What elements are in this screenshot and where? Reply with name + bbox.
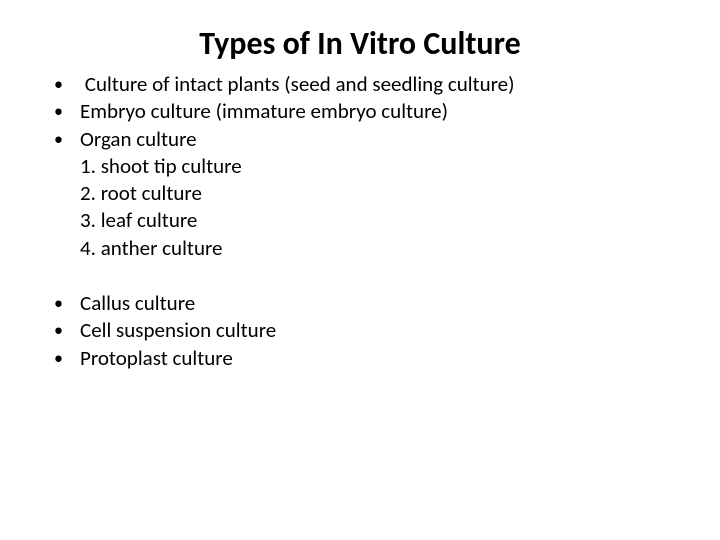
- sublist-item: 2. root culture: [80, 180, 680, 207]
- slide: Types of In Vitro Culture • Culture of i…: [0, 0, 720, 540]
- bullet-icon: •: [54, 290, 80, 315]
- bullet-icon: •: [54, 317, 80, 342]
- bullet-text: Organ culture: [80, 126, 680, 153]
- bullet-item: • Cell suspension culture: [54, 317, 680, 344]
- slide-content: • Culture of intact plants (seed and see…: [0, 71, 720, 372]
- sublist: 1. shoot tip culture 2. root culture 3. …: [54, 153, 680, 262]
- bullet-item: • Embryo culture (immature embryo cultur…: [54, 98, 680, 125]
- bullet-icon: •: [54, 126, 80, 151]
- bullet-text: Callus culture: [80, 290, 680, 317]
- slide-title: Types of In Vitro Culture: [0, 0, 720, 71]
- sublist-item: 4. anther culture: [80, 235, 680, 262]
- sublist-item: 3. leaf culture: [80, 207, 680, 234]
- bullet-text: Cell suspension culture: [80, 317, 680, 344]
- sublist-item: 1. shoot tip culture: [80, 153, 680, 180]
- bullet-icon: •: [54, 98, 80, 123]
- bullet-item: • Protoplast culture: [54, 345, 680, 372]
- bullet-text: Embryo culture (immature embryo culture): [80, 98, 680, 125]
- bullet-text-inner: Culture of intact plants (seed and seedl…: [85, 71, 515, 97]
- bullet-item: • Organ culture: [54, 126, 680, 153]
- bullet-icon: •: [54, 71, 80, 96]
- bullet-item: • Culture of intact plants (seed and see…: [54, 71, 680, 98]
- bullet-text: Culture of intact plants (seed and seedl…: [80, 71, 680, 98]
- bullet-icon: •: [54, 345, 80, 370]
- bullet-item: • Callus culture: [54, 290, 680, 317]
- spacer: [54, 262, 680, 290]
- bullet-text: Protoplast culture: [80, 345, 680, 372]
